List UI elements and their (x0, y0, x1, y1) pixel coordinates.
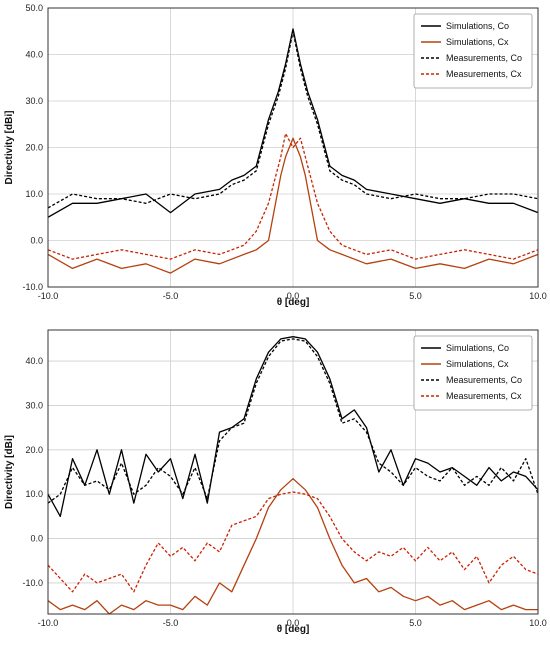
y-tick-label: 10.0 (25, 489, 43, 499)
x-tick-label: 5.0 (409, 618, 422, 628)
y-tick-label: 0.0 (30, 236, 43, 246)
legend-box (413, 335, 533, 411)
legend: Simulations, Co Simulations, Cx Measuremen… (413, 335, 533, 411)
x-tick-label: -5.0 (163, 618, 179, 628)
series-line-0 (48, 28, 538, 218)
x-tick-label: 10.0 (529, 618, 547, 628)
legend-label-0: Simulations, Co (446, 21, 509, 31)
legend-label-2: Measurements, Co (446, 53, 522, 63)
y-tick-label: 50.0 (25, 3, 43, 13)
legend-label-0: Simulations, Co (446, 343, 509, 353)
y-tick-label: 40.0 (25, 50, 43, 60)
x-tick-label: -10.0 (38, 618, 59, 628)
legend-label-3: Measurements, Cx (446, 391, 522, 401)
x-tick-label: 5.0 (409, 291, 422, 301)
y-tick-label: -10.0 (22, 282, 43, 292)
chart-bottom: -10.0 -5.0 0.0 5.0 10.0 -10.0 0.0 10.0 20.0 30.0 4… (4, 329, 547, 635)
y-axis-label: Directivity [dBi] (4, 435, 15, 509)
plot-frame (47, 329, 539, 615)
x-axis-label: θ [deg] (277, 624, 310, 635)
legend-label-3: Measurements, Cx (446, 69, 522, 79)
y-tick-label: -10.0 (22, 578, 43, 588)
y-tick-label: 30.0 (25, 96, 43, 106)
y-tick-label: 20.0 (25, 445, 43, 455)
series-line-2 (48, 338, 538, 504)
series-line-3 (48, 491, 538, 593)
series-group (48, 336, 538, 614)
plot-frame (47, 7, 539, 288)
x-tick-label: 10.0 (529, 291, 547, 301)
y-tick-label: 40.0 (25, 356, 43, 366)
y-tick-label: 30.0 (25, 400, 43, 410)
legend-box (413, 13, 533, 89)
x-tick-label: 0.0 (287, 291, 300, 301)
legend-label-1: Simulations, Cx (446, 359, 509, 369)
series-line-3 (48, 132, 538, 260)
legend-label-1: Simulations, Cx (446, 37, 509, 47)
y-tick-label: 0.0 (30, 534, 43, 544)
x-tick-label: -5.0 (163, 291, 179, 301)
x-tick-label: -10.0 (38, 291, 59, 301)
series-line-1 (48, 478, 538, 614)
x-axis-label: θ [deg] (277, 297, 310, 308)
series-group (48, 28, 538, 274)
chart-top: -10.0 -5.0 0.0 5.0 10.0 -10.0 0.0 10.0 20.0 30.0 4… (4, 3, 547, 308)
y-tick-label: 20.0 (25, 143, 43, 153)
legend-label-2: Measurements, Co (446, 375, 522, 385)
y-tick-label: 10.0 (25, 189, 43, 199)
legend: Simulations, Co Simulations, Cx Measuremen… (413, 13, 533, 89)
series-line-1 (48, 137, 538, 274)
y-axis-label: Directivity [dBi] (4, 111, 15, 185)
series-line-2 (48, 30, 538, 209)
x-tick-label: 0.0 (287, 618, 300, 628)
